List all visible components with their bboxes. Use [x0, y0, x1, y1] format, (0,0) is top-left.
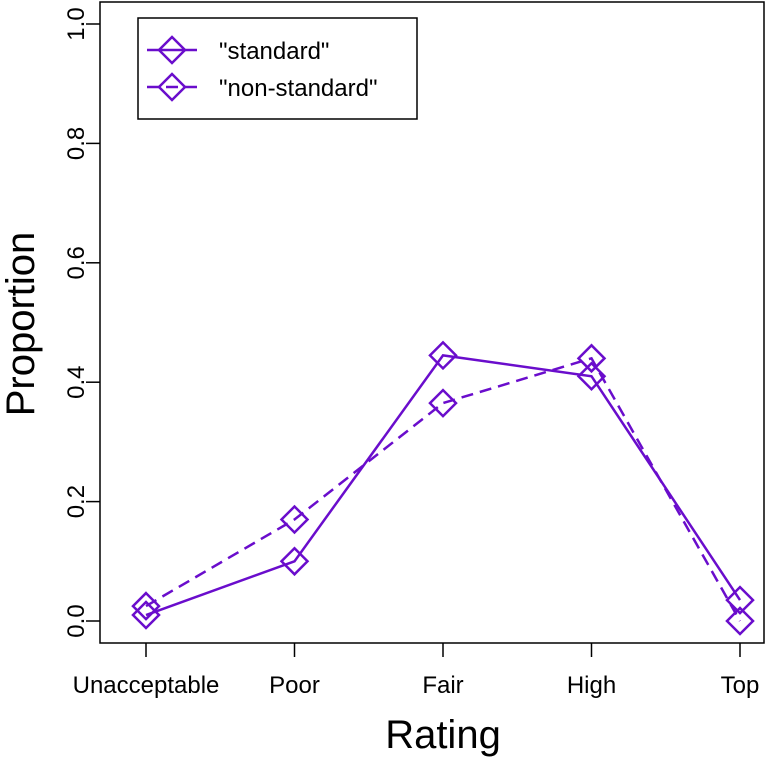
- series-line-0: [145, 353, 742, 617]
- data-point-marker: [576, 343, 607, 374]
- legend-item-0: "standard": [147, 35, 329, 65]
- y-axis-title: Proportion: [0, 232, 43, 417]
- data-point-marker: [131, 591, 161, 621]
- plot-frame: [99, 1, 765, 644]
- x-tick-label: Poor: [269, 672, 320, 699]
- data-point-marker: [279, 504, 310, 535]
- legend-item-1: "non-standard": [147, 72, 377, 102]
- series-0: [131, 340, 755, 630]
- series-1: [131, 343, 755, 636]
- legend: "standard" "non-standard": [137, 17, 418, 120]
- series-layer: [131, 340, 755, 636]
- y-tick-label: 0.8: [63, 127, 90, 160]
- legend-box: [137, 17, 418, 120]
- legend-label: "non-standard": [219, 75, 377, 102]
- x-tick-label: High: [567, 672, 616, 699]
- y-tick-label: 0.0: [63, 604, 90, 637]
- legend-label: "standard": [219, 38, 329, 65]
- legend-marker: [157, 72, 187, 102]
- data-point-marker: [725, 606, 755, 636]
- y-tick-label: 1.0: [63, 7, 90, 40]
- legend-marker: [157, 35, 187, 65]
- x-axis-title: Rating: [385, 713, 501, 757]
- data-point-marker: [576, 361, 607, 391]
- data-point-marker: [725, 585, 755, 615]
- y-axis: 0.0 0.2 0.4 0.6 0.8 1.0: [63, 7, 100, 638]
- data-point-marker: [279, 546, 310, 577]
- data-point-marker: [428, 340, 458, 371]
- x-tick-label: Unacceptable: [73, 672, 220, 699]
- y-tick-label: 0.6: [63, 246, 90, 279]
- data-point-marker: [428, 388, 458, 418]
- series-line-1: [145, 356, 742, 622]
- x-tick-label: Fair: [422, 672, 463, 699]
- x-axis: Unacceptable Poor Fair High Top: [73, 643, 760, 699]
- y-tick-label: 0.2: [63, 485, 90, 518]
- y-tick-label: 0.4: [63, 366, 90, 399]
- x-tick-label: Top: [721, 672, 760, 699]
